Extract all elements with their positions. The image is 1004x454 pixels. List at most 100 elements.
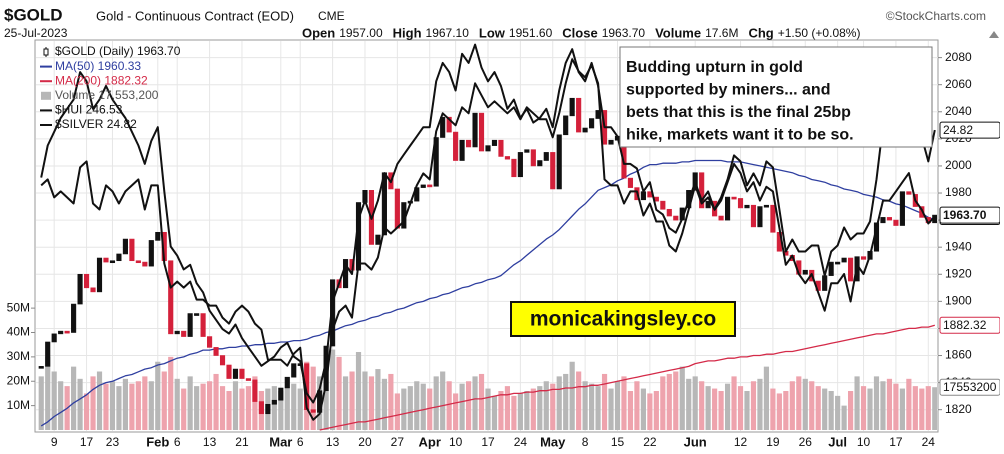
- volume-bar: [796, 376, 802, 430]
- volume-bar: [401, 388, 407, 430]
- volume-bar: [679, 366, 685, 430]
- volume-bar: [478, 373, 485, 430]
- candle: [737, 198, 744, 209]
- volume-bar: [860, 386, 867, 430]
- volume-bar: [109, 381, 116, 430]
- y2-tick-label: 10M: [7, 398, 30, 412]
- legend-label: $GOLD (Daily) 1963.70: [55, 44, 181, 58]
- y2-tick-label: 20M: [7, 373, 30, 387]
- candle: [232, 368, 239, 379]
- y-tick-label: 1920: [945, 266, 972, 280]
- candle: [38, 366, 44, 369]
- candle: [511, 158, 517, 178]
- candle: [90, 287, 96, 293]
- x-tick-label: Apr: [419, 434, 441, 449]
- volume-bar: [116, 386, 122, 430]
- volume-bar: [103, 383, 109, 430]
- volume-bar: [912, 386, 918, 430]
- volume-bar: [38, 376, 44, 430]
- candle: [848, 257, 854, 282]
- chart-subtitle: Gold - Continuous Contract (EOD): [96, 8, 294, 23]
- volume-bar: [783, 391, 789, 430]
- x-tick-label: 17: [889, 435, 903, 449]
- candle: [245, 378, 251, 381]
- volume-bar: [867, 388, 873, 430]
- volume-bar: [77, 378, 83, 430]
- candle: [466, 139, 472, 148]
- candle: [284, 376, 290, 389]
- volume-bar: [200, 383, 206, 430]
- candle: [576, 97, 582, 133]
- volume-bar: [388, 373, 394, 430]
- volume-bar: [886, 378, 893, 430]
- line-series: [40, 159, 936, 427]
- chart-title: $GOLD: [4, 5, 63, 24]
- candle: [375, 234, 381, 245]
- volume-bar: [194, 386, 200, 430]
- annotation-line: supported by miners... and: [626, 82, 830, 99]
- volume-bar: [155, 361, 161, 430]
- legend-label: MA(200) 1882.32: [55, 73, 148, 87]
- volume-bar: [744, 391, 750, 430]
- candle: [485, 145, 491, 152]
- volume-bar: [880, 381, 886, 430]
- volume-bar: [822, 388, 828, 430]
- volume-bar: [634, 381, 640, 430]
- volume-bar: [666, 373, 672, 430]
- x-tick-label: Mar: [269, 434, 292, 449]
- last-value-label: 24.82: [943, 123, 973, 137]
- volume-bar: [705, 386, 711, 430]
- volume-bar: [245, 386, 252, 430]
- volume-bar: [83, 393, 90, 430]
- volume-bar: [835, 395, 841, 430]
- candle: [96, 257, 103, 293]
- candle: [394, 188, 400, 229]
- candle: [219, 355, 226, 366]
- volume-bar: [465, 381, 472, 430]
- quote-value: 1967.10: [426, 26, 470, 40]
- candle: [181, 330, 187, 337]
- y-tick-label: 1900: [945, 294, 972, 308]
- volume-bar: [310, 366, 316, 430]
- volume-bar: [355, 352, 362, 430]
- volume-bar: [226, 391, 232, 430]
- candle: [155, 231, 161, 241]
- quote-value: 17.6M: [705, 26, 738, 40]
- quote-label: Chg: [748, 25, 773, 40]
- annotation-line: Budding upturn in gold: [626, 59, 803, 76]
- line-series: [40, 58, 936, 421]
- x-tick-label: 9: [51, 435, 58, 449]
- volume-bar: [932, 387, 937, 430]
- volume-bar: [368, 376, 375, 430]
- candle: [116, 253, 122, 262]
- candle: [207, 336, 213, 348]
- x-tick-label: Jun: [684, 434, 707, 449]
- x-tick-label: 20: [358, 435, 372, 449]
- candle: [757, 206, 763, 228]
- volume-bar: [453, 393, 459, 430]
- volume-bar: [673, 371, 679, 430]
- candle: [699, 172, 705, 209]
- volume-bar: [537, 386, 543, 430]
- candle: [673, 215, 679, 221]
- volume-bar: [893, 383, 899, 430]
- volume-bar: [776, 393, 782, 430]
- expand-icon[interactable]: [989, 31, 999, 38]
- y2-tick-label: 40M: [7, 325, 30, 339]
- legend-label: Volume 17,553,200: [55, 88, 159, 102]
- volume-bar: [530, 388, 536, 430]
- volume-bar: [414, 381, 420, 430]
- x-tick-label: 24: [922, 435, 936, 449]
- candle: [51, 333, 57, 343]
- candle: [537, 160, 543, 167]
- volume-bar: [712, 388, 718, 430]
- watermark: monicakingsley.co: [530, 308, 716, 331]
- y-tick-label: 1820: [945, 402, 972, 416]
- candle: [860, 256, 867, 260]
- candle: [517, 152, 523, 178]
- volume-bar: [692, 376, 698, 430]
- candle: [822, 275, 828, 291]
- volume-bar: [647, 393, 653, 430]
- volume-bar: [45, 356, 51, 430]
